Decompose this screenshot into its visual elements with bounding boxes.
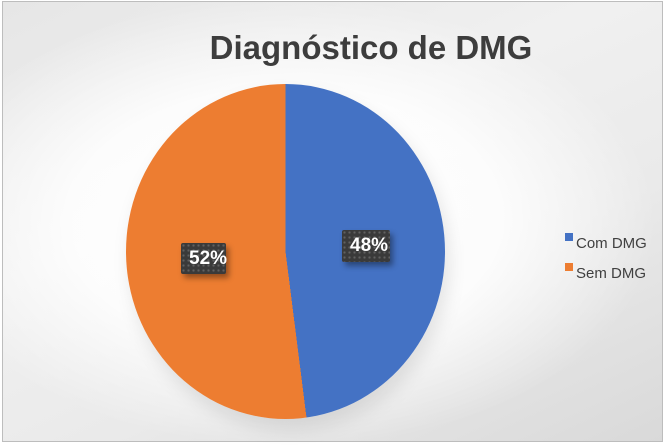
legend-swatch-orange-icon — [565, 263, 573, 271]
legend-label-sem-dmg: Sem DMG — [576, 265, 647, 282]
legend-label-com-dmg: Com DMG — [576, 235, 647, 252]
legend-item-sem-dmg: Sem DMG — [565, 258, 647, 288]
legend-item-com-dmg: Com DMG — [565, 228, 647, 258]
data-label-com-dmg-text: 48% — [350, 235, 389, 256]
pie-chart — [126, 84, 445, 419]
legend-swatch-blue-icon — [565, 233, 573, 241]
data-label-com-dmg: 48% — [342, 230, 390, 262]
data-label-sem-dmg-text: 52% — [189, 248, 228, 269]
chart-title: Diagnóstico de DMG — [209, 29, 533, 66]
legend: Com DMG Sem DMG — [565, 228, 647, 288]
data-label-sem-dmg: 52% — [181, 243, 228, 274]
